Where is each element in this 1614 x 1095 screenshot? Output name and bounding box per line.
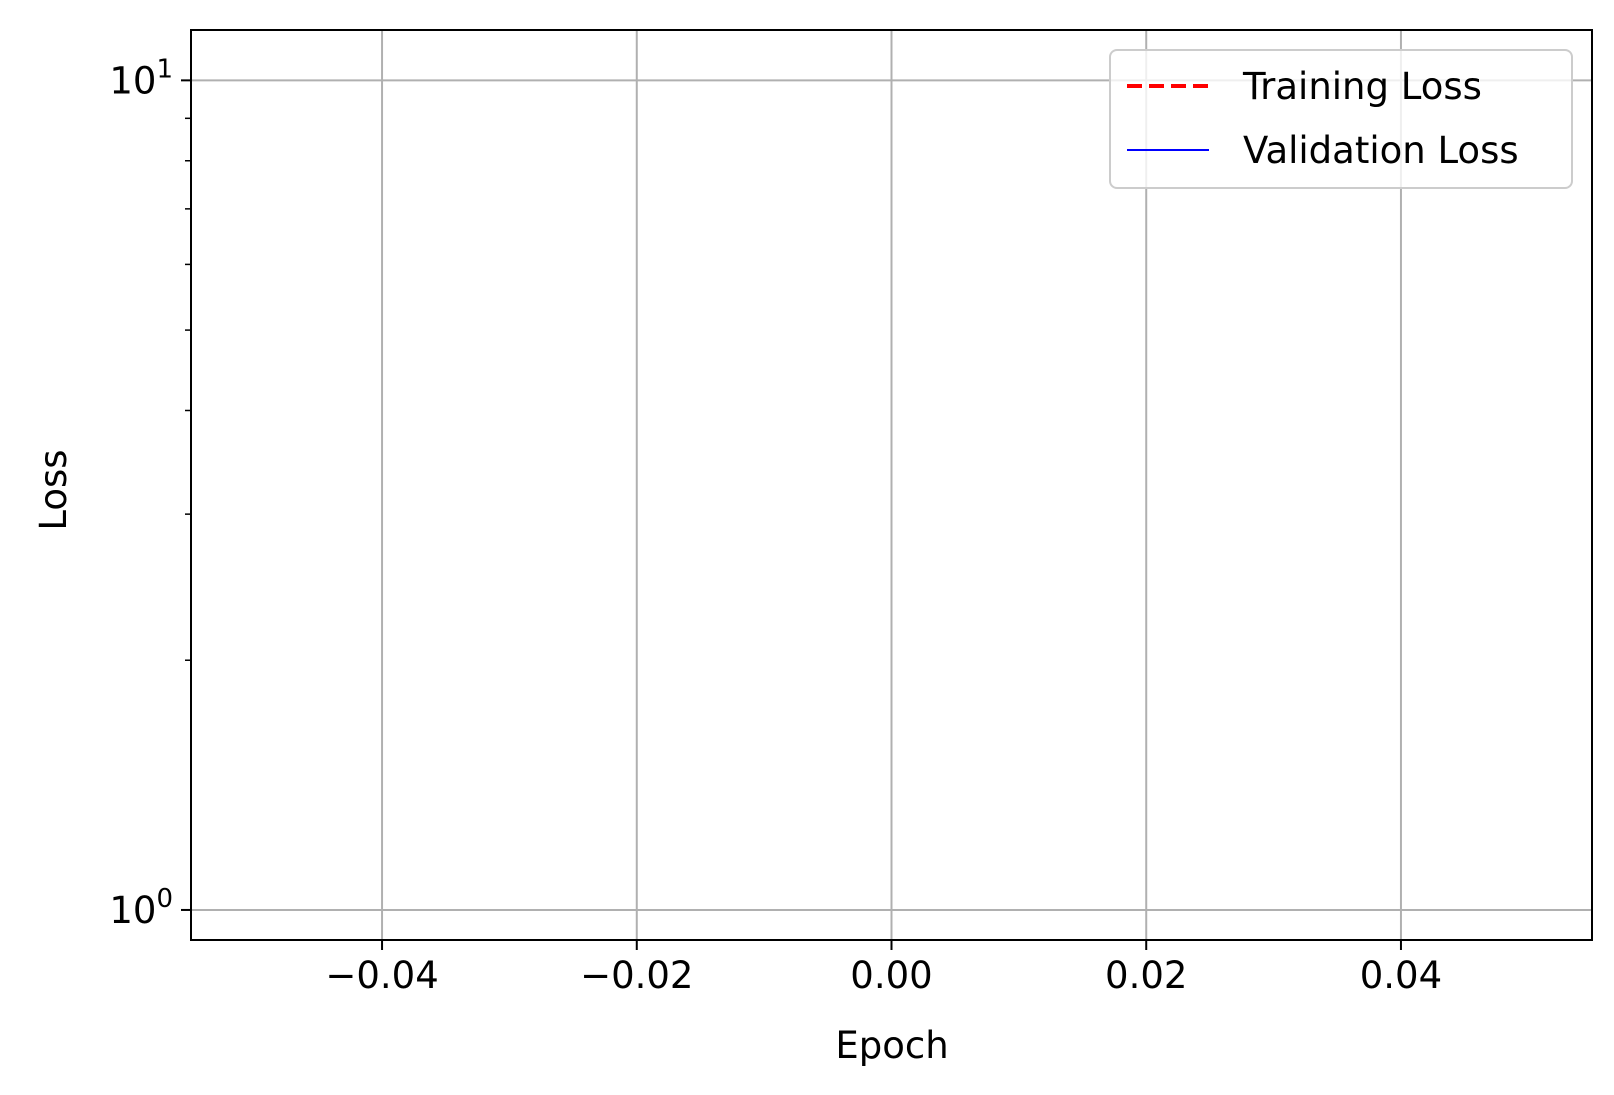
legend-label-validation-loss: Validation Loss xyxy=(1243,129,1519,172)
legend-box xyxy=(1109,49,1573,189)
x-tick-label: 0.00 xyxy=(850,954,932,997)
x-axis-label: Epoch xyxy=(835,1024,948,1067)
legend: Training Loss Validation Loss xyxy=(1109,49,1573,189)
y-axis-ticks: 100 101 xyxy=(109,54,191,932)
legend-label-training-loss: Training Loss xyxy=(1242,65,1482,108)
y-tick-label: 100 xyxy=(109,884,173,932)
y-tick-label: 101 xyxy=(109,54,173,102)
x-tick-label: 0.04 xyxy=(1360,954,1442,997)
y-axis-label: Loss xyxy=(32,449,75,530)
x-tick-label: −0.02 xyxy=(580,954,693,997)
x-tick-label: −0.04 xyxy=(325,954,438,997)
x-axis-ticks: −0.04 −0.02 0.00 0.02 0.04 xyxy=(325,940,1442,997)
x-tick-label: 0.02 xyxy=(1105,954,1187,997)
